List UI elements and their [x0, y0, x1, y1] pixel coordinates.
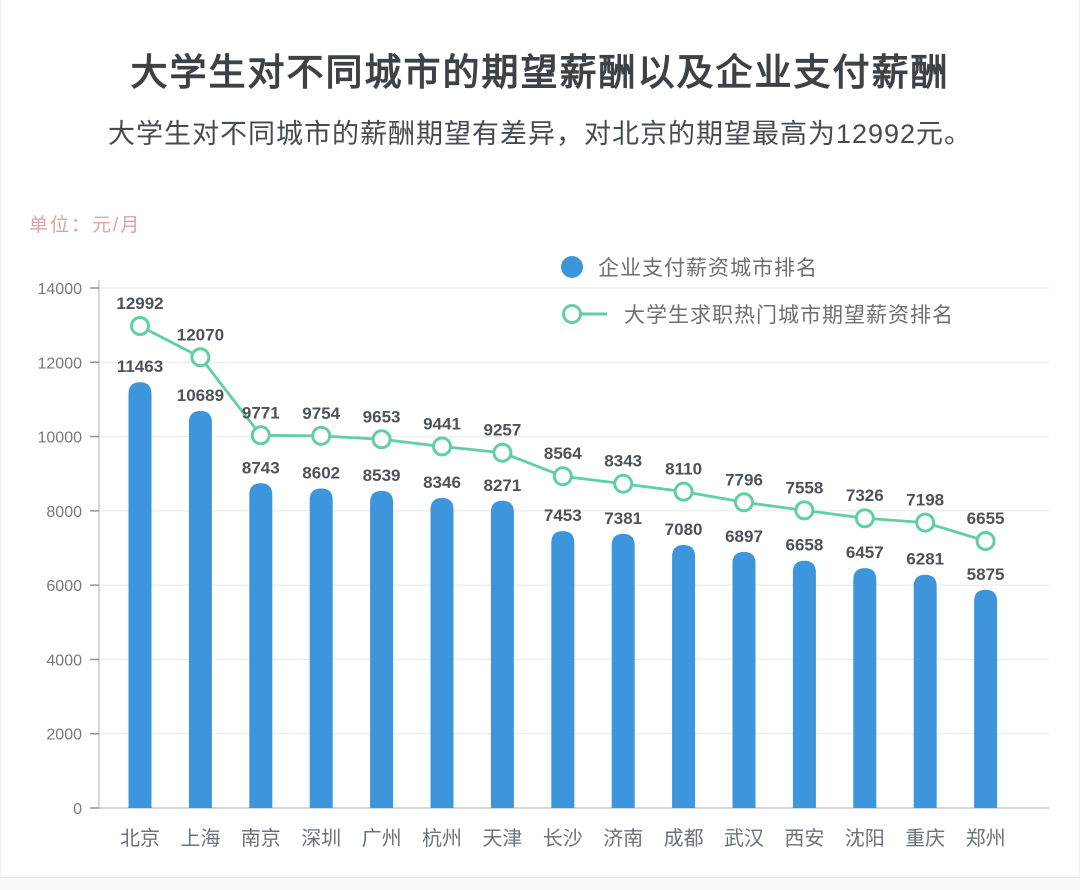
line-marker	[130, 316, 150, 337]
bar	[309, 488, 333, 808]
bar-value-label: 8346	[423, 473, 461, 492]
x-tick-label: 济南	[603, 827, 643, 850]
bar	[974, 589, 998, 808]
bar-value-label: 6281	[906, 550, 944, 569]
x-tick-label: 沈阳	[845, 827, 885, 850]
line-value-label: 6655	[967, 509, 1005, 528]
y-tick-label: 0	[73, 801, 82, 818]
x-tick-label: 武汉	[724, 827, 764, 850]
legend-item-line-series: 大学生求职热门城市期望薪资排名	[561, 299, 954, 329]
bar	[853, 568, 877, 808]
x-tick-label: 成都	[664, 827, 704, 850]
y-tick-label: 4000	[46, 652, 82, 669]
legend-bar-series-label: 企业支付薪资城市排名	[598, 257, 818, 280]
line-value-label: 9771	[242, 403, 280, 422]
line-value-label: 7198	[906, 491, 944, 510]
x-tick-label: 重庆	[905, 827, 945, 850]
line-value-label: 7558	[785, 478, 823, 497]
line-value-label: 7796	[725, 470, 763, 489]
x-tick-label: 北京	[120, 827, 160, 850]
bar-value-label: 8271	[483, 476, 521, 495]
line-marker	[673, 481, 694, 502]
line-marker	[794, 500, 815, 521]
y-tick-label: 6000	[46, 578, 82, 595]
bar	[188, 410, 212, 808]
chart-title: 大学生对不同城市的期望薪酬以及企业支付薪酬	[130, 52, 950, 93]
line-marker	[250, 425, 271, 446]
line-marker	[552, 466, 573, 487]
x-tick-label: 郑州	[966, 827, 1006, 850]
line-marker	[915, 512, 936, 533]
bar-value-label: 10689	[177, 386, 224, 405]
unit-label: 单位：元/月	[29, 215, 142, 236]
x-tick-label: 天津	[482, 827, 522, 850]
bar	[913, 574, 937, 808]
chart-legend: 企业支付薪资城市排名 大学生求职热门城市期望薪资排名	[561, 252, 954, 329]
line-marker	[371, 429, 392, 450]
bar-value-label: 8602	[302, 463, 340, 482]
bar-value-label: 6658	[785, 536, 823, 555]
bar-value-label: 8539	[363, 466, 401, 485]
y-tick-label: 14000	[38, 281, 83, 298]
y-tick-label: 2000	[46, 727, 82, 744]
bar	[792, 560, 816, 808]
bar-value-label: 6897	[725, 527, 763, 546]
x-tick-label: 长沙	[543, 827, 583, 850]
bar-value-label: 11463	[117, 357, 163, 376]
bar-series-swatch-icon	[561, 256, 583, 278]
line-value-label: 12992	[116, 294, 163, 313]
x-tick-label: 深圳	[301, 827, 341, 850]
legend-line-series-label: 大学生求职热门城市期望薪资排名	[624, 304, 954, 327]
bar	[732, 551, 756, 808]
line-marker	[190, 347, 211, 368]
x-tick-label: 杭州	[422, 827, 462, 850]
line-value-label: 12070	[177, 325, 224, 344]
x-tick-label: 西安	[784, 827, 824, 850]
line-value-label: 8564	[544, 444, 582, 463]
bar-value-label: 7453	[544, 506, 582, 525]
y-tick-label: 10000	[38, 430, 83, 447]
line-marker	[432, 436, 452, 457]
line-marker	[854, 508, 875, 529]
bar	[128, 382, 152, 808]
line-value-label: 9754	[302, 404, 340, 423]
bar	[370, 490, 394, 808]
chart-subtitle: 大学生对不同城市的薪酬期望有差异，对北京的期望最高为12992元。	[107, 119, 973, 149]
bar	[490, 500, 514, 808]
y-tick-label: 8000	[46, 504, 82, 521]
legend-item-bar-series: 企业支付薪资城市排名	[561, 252, 954, 282]
line-marker	[492, 442, 513, 463]
line-series-swatch-icon	[561, 302, 609, 326]
line-marker	[311, 425, 332, 446]
line-value-label: 9653	[363, 407, 401, 426]
line-value-label: 9257	[483, 421, 521, 440]
line-marker	[975, 531, 996, 552]
line-value-label: 7326	[846, 486, 884, 505]
line-value-label: 8110	[665, 460, 702, 479]
bar	[551, 531, 575, 808]
bar-value-label: 6457	[846, 543, 884, 562]
bar	[611, 533, 635, 808]
line-marker	[613, 473, 634, 494]
bar	[430, 498, 454, 808]
bar	[672, 545, 696, 808]
x-tick-label: 南京	[241, 827, 281, 850]
bar-value-label: 8743	[242, 458, 280, 477]
bar-value-label: 5875	[967, 565, 1005, 584]
bar-value-label: 7381	[604, 509, 642, 528]
line-value-label: 8343	[604, 452, 642, 471]
line-value-label: 9441	[423, 414, 461, 433]
x-tick-label: 广州	[362, 827, 402, 850]
x-tick-label: 上海	[180, 827, 220, 850]
bar	[249, 483, 273, 808]
bar-value-label: 7080	[665, 520, 703, 539]
y-tick-label: 12000	[38, 355, 83, 372]
line-marker	[734, 492, 754, 513]
